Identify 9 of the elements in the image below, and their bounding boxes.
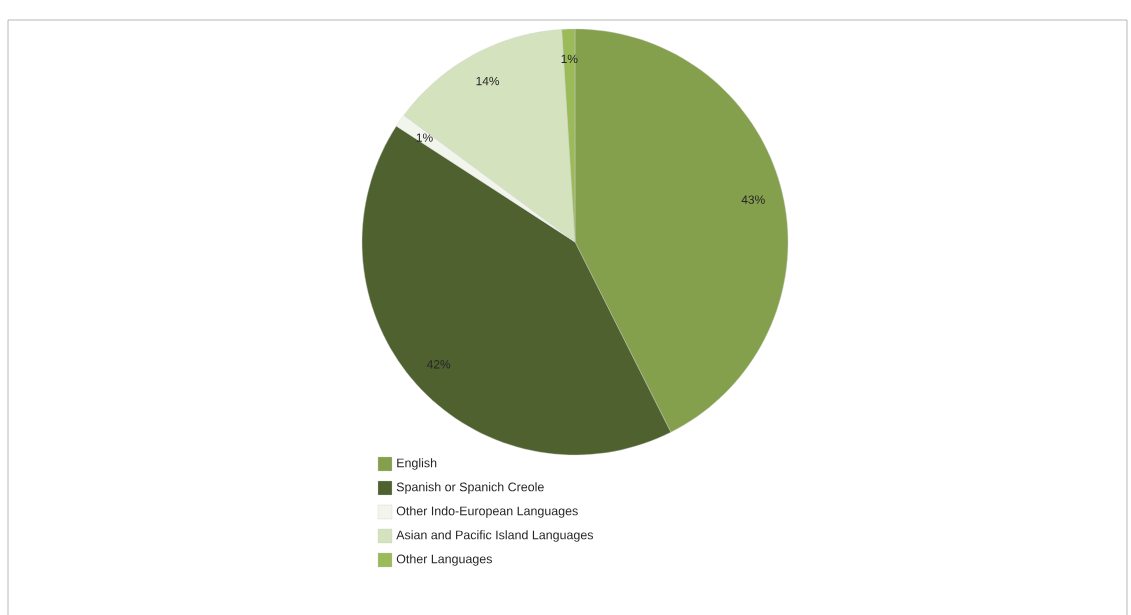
data-label: 42% [426, 359, 451, 369]
data-label: 14% [476, 76, 500, 86]
data-label: 43% [741, 195, 765, 204]
legend-label: Asian and Pacific Island Languages [396, 529, 594, 542]
legend-label: Spanish or Spanich Creole [396, 481, 544, 494]
legend-label: Other Indo-European Languages [396, 505, 578, 518]
legend-label: English [397, 457, 437, 470]
data-label: 1% [416, 133, 433, 142]
legend-label: Other Languages [396, 553, 492, 566]
